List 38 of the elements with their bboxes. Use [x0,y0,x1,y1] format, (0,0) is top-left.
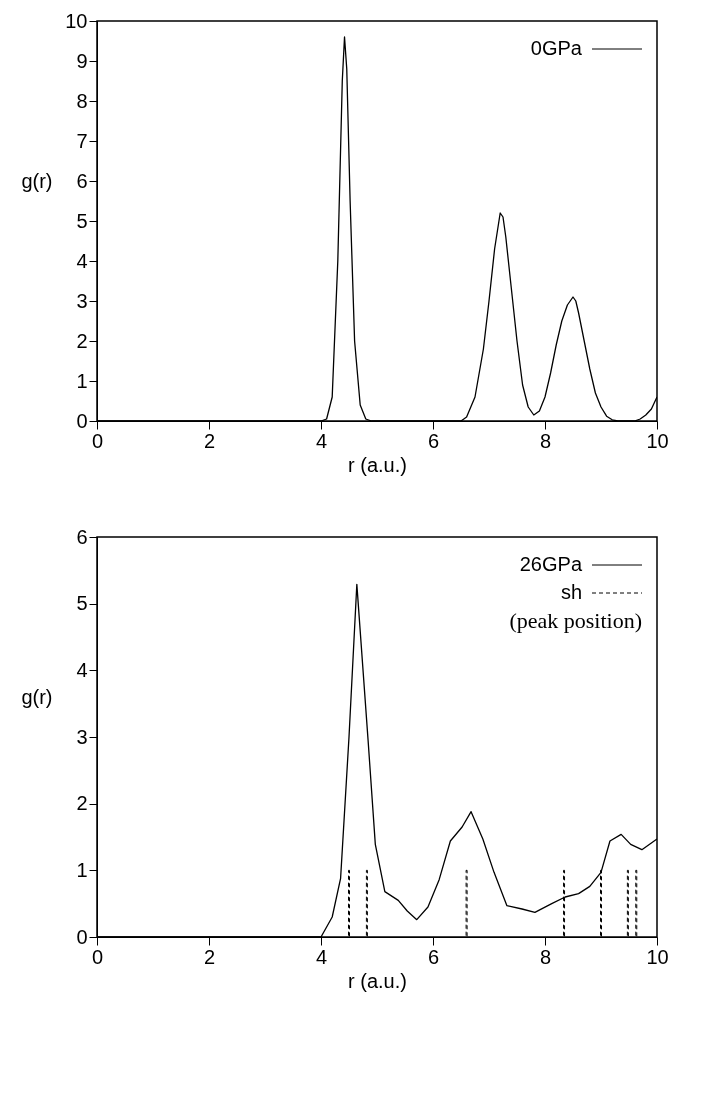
y-tick-label: 5 [76,209,88,232]
x-tick-label: 6 [427,945,440,968]
x-tick-label: 6 [427,429,440,452]
y-tick-label: 9 [76,49,88,72]
x-tick-label: 2 [203,429,216,452]
y-tick-label: 5 [76,592,88,615]
y-axis-title: g(r) [21,169,53,192]
y-tick-label: 0 [76,925,88,948]
x-axis-title: r (a.u.) [348,969,407,992]
y-tick-label: 8 [76,89,88,112]
x-tick-label: 4 [315,945,328,968]
x-tick-label: 8 [539,945,552,968]
legend-label: sh [560,581,582,603]
x-tick-label: 8 [539,429,552,452]
y-tick-label: 2 [76,792,88,815]
y-axis-title: g(r) [21,685,53,708]
annotation: (peak position) [509,608,642,633]
x-tick-label: 10 [646,429,669,452]
x-tick-label: 0 [91,429,104,452]
y-tick-label: 4 [76,249,88,272]
x-tick-label: 4 [315,429,328,452]
x-axis-title: r (a.u.) [348,453,407,476]
x-tick-label: 10 [646,945,669,968]
x-tick-label: 0 [91,945,104,968]
y-tick-label: 6 [76,525,88,548]
y-tick-label: 7 [76,129,88,152]
y-tick-label: 1 [76,369,88,392]
y-tick-label: 0 [76,409,88,432]
y-tick-label: 1 [76,858,88,881]
y-tick-label: 2 [76,329,88,352]
y-tick-label: 3 [76,289,88,312]
legend-label: 0GPa [530,37,583,59]
legend-label: 26GPa [519,553,583,575]
y-tick-label: 4 [76,658,88,681]
x-tick-label: 2 [203,945,216,968]
y-tick-label: 3 [76,725,88,748]
y-tick-label: 10 [65,9,88,32]
y-tick-label: 6 [76,169,88,192]
